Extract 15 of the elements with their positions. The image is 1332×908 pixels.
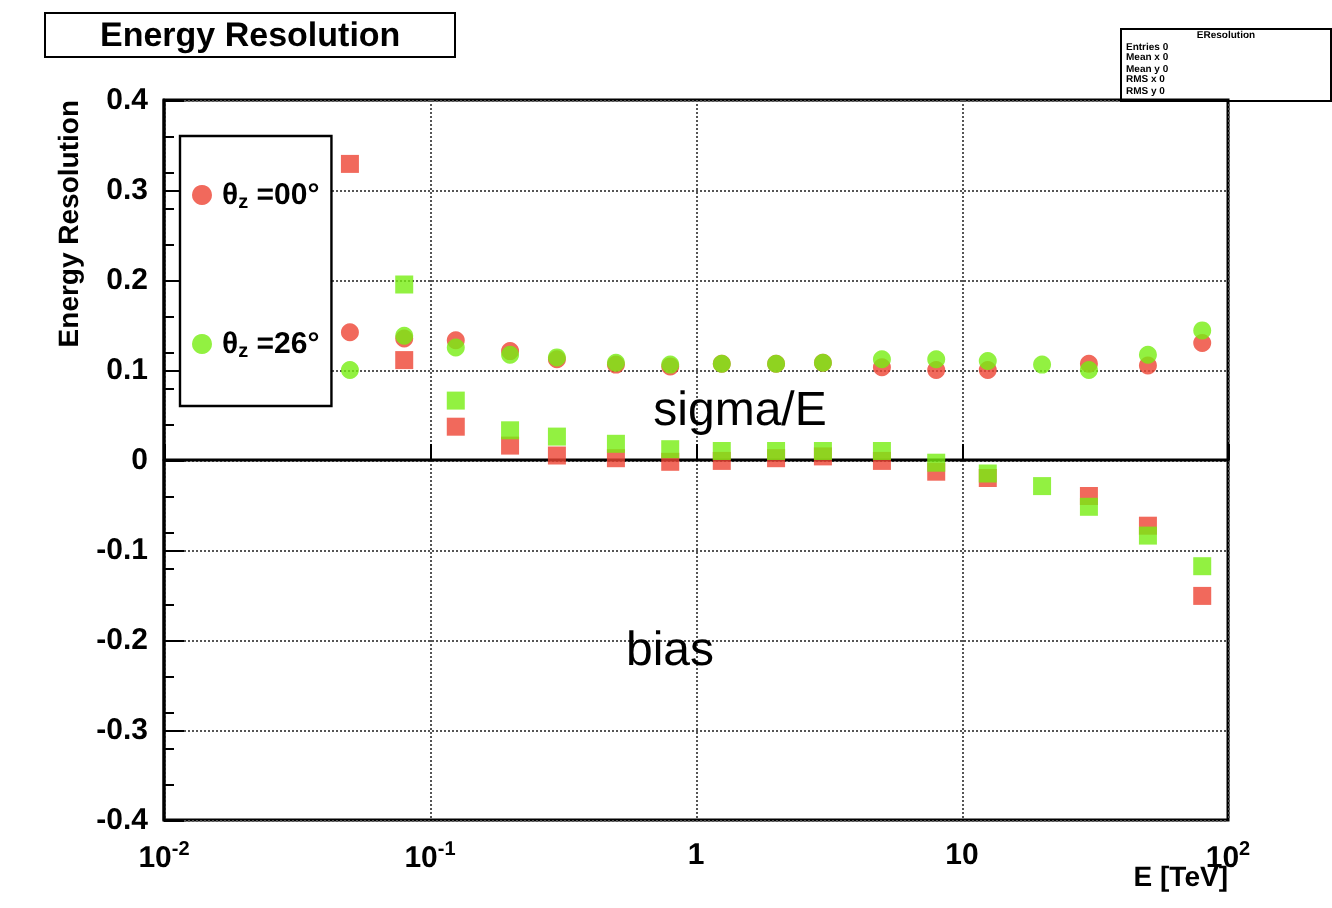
y-tick-label: 0.4 — [106, 83, 150, 117]
y-tick-label: -0.3 — [96, 713, 148, 747]
chart-title: Energy Resolution — [100, 16, 401, 54]
annotation: bias — [625, 623, 715, 677]
y-tick-label: -0.4 — [96, 803, 150, 837]
x-tick-label: 1 — [687, 838, 705, 872]
y-tick-label: -0.1 — [96, 533, 148, 567]
y-axis-title: Energy Resolution — [52, 100, 84, 348]
y-tick-label: 0.1 — [106, 353, 148, 387]
x-tick-label: 10 — [945, 838, 979, 872]
y-tick-label: -0.2 — [96, 623, 148, 657]
annotation: sigma/E — [653, 383, 827, 437]
y-tick-label: 0.3 — [106, 173, 148, 207]
y-tick-label: 0.2 — [106, 263, 148, 297]
y-tick-label: 0 — [131, 443, 148, 477]
